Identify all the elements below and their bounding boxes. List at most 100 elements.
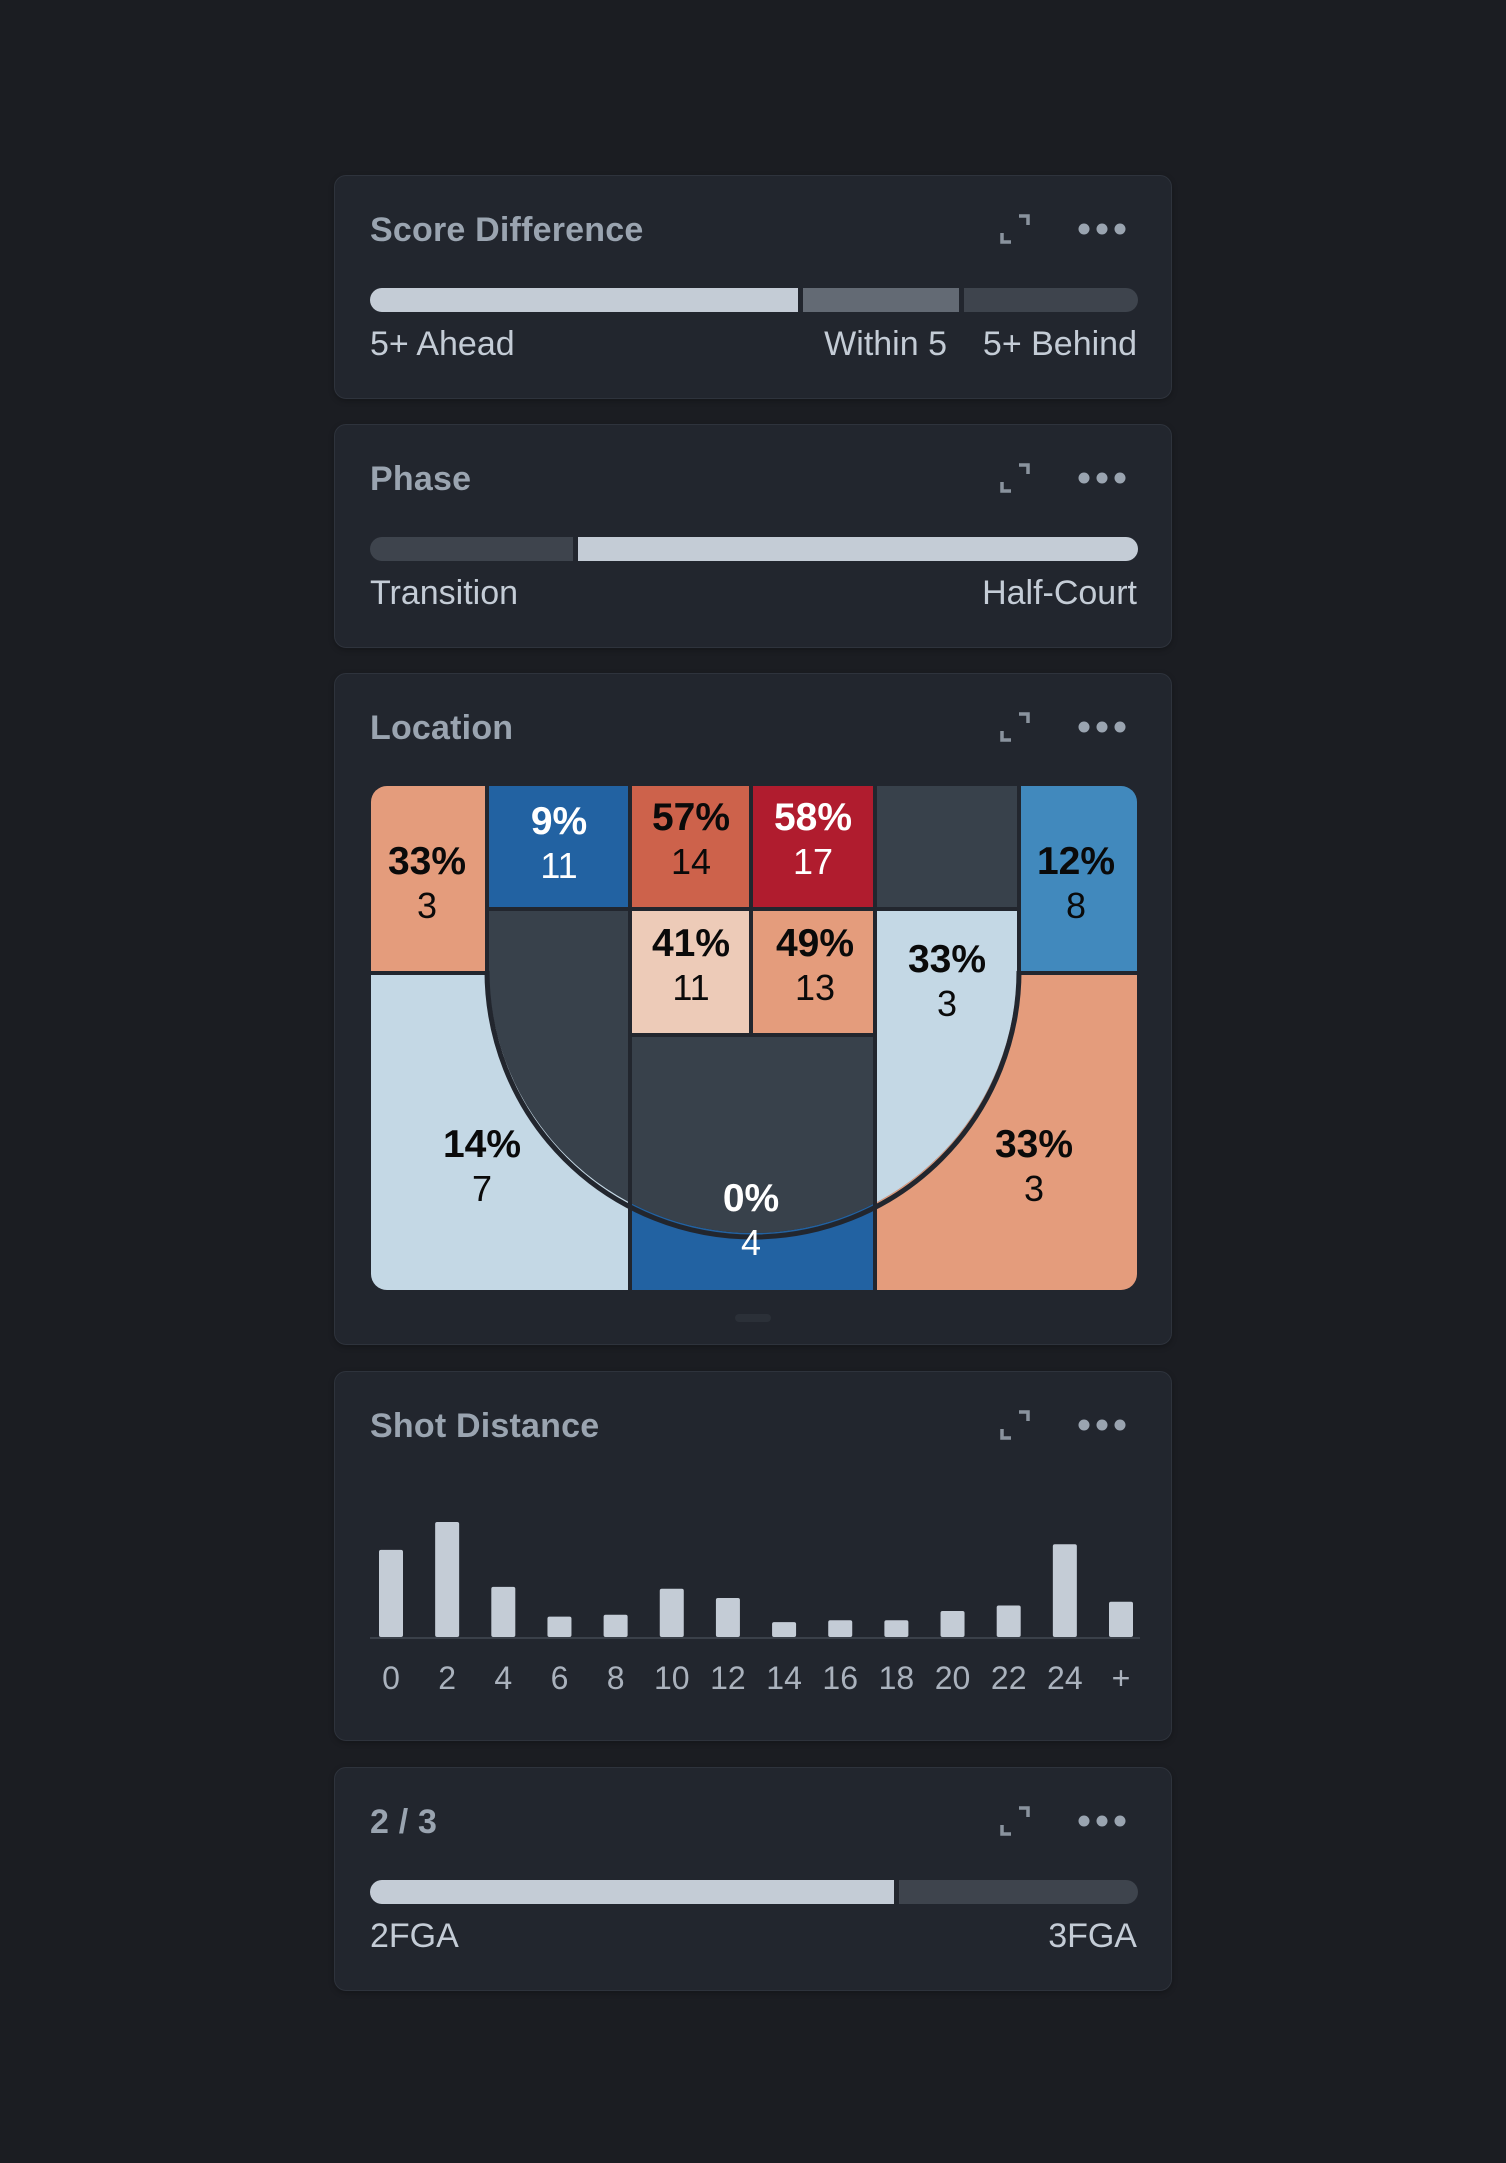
more-options-icon[interactable] [1075,1408,1129,1442]
panel-title: Phase [370,460,472,498]
zone-corner-left-three-n: 3 [417,885,437,926]
zone-paint-right-pct: 49% [776,922,854,965]
distance-bar-14[interactable] [772,1622,797,1637]
expand-icon[interactable] [998,1408,1032,1442]
label-half-court: Half-Court [982,574,1137,612]
zone-top-of-key-three-n: 4 [741,1222,761,1263]
x-tick-label: 20 [935,1660,971,1696]
zone-corner-right-three-pct: 12% [1037,840,1115,883]
panel-title: 2 / 3 [370,1803,438,1841]
distance-bar-18[interactable] [884,1620,909,1637]
zone-paint-left[interactable] [632,911,749,1033]
expand-icon[interactable] [998,710,1032,744]
x-tick-label: 22 [991,1660,1027,1696]
x-tick-label: 16 [822,1660,858,1696]
distance-bar-24[interactable] [1052,1544,1077,1637]
zone-wing-right-three-pct: 33% [995,1123,1073,1166]
two-three-bar[interactable] [370,1880,1138,1904]
more-options-icon[interactable] [1075,461,1129,495]
zone-top-left-short-n: 11 [540,845,577,886]
zone-wing-left-three-pct: 14% [443,1123,521,1166]
label-5-ahead: 5+ Ahead [370,325,515,363]
zone-top-left-short-pct: 9% [531,800,587,843]
expand-icon[interactable] [998,212,1032,246]
distance-bar-8[interactable] [603,1614,628,1637]
zone-wing-left-three-n: 7 [472,1168,492,1209]
bar-segment-within[interactable] [803,288,959,312]
label-transition: Transition [370,574,519,612]
zone-corner-right-three-n: 8 [1066,885,1086,926]
zone-paint-left-n: 11 [672,967,709,1008]
zone-paint-left-pct: 41% [652,922,730,965]
zone-elbow-right-n: 3 [937,983,957,1024]
distance-bar-6[interactable] [547,1616,572,1637]
label-3fga: 3FGA [1048,1917,1137,1955]
zone-restricted-empty[interactable] [632,1037,873,1290]
zone-corner-right-three[interactable] [1021,786,1137,971]
x-tick-label: 2 [438,1660,456,1696]
panel-title: Location [370,709,514,747]
panel-title: Score Difference [370,211,644,249]
bar-segment-ahead[interactable] [370,288,798,312]
zone-elbow-right-pct: 33% [908,938,986,981]
panel-title: Shot Distance [370,1407,600,1445]
phase-bar[interactable] [370,537,1138,561]
x-tick-label: 0 [382,1660,400,1696]
x-tick-label: 18 [879,1660,915,1696]
shot-distance-panel: Shot Distance 0 2 4 6 8 10 12 14 16 18 20 22 24 + [334,1371,1172,1741]
bar-segment-behind[interactable] [964,288,1138,312]
zone-paint-right-n: 13 [795,967,835,1008]
zone-labels: 33% 3 9% 11 57% 14 58% 17 12% 8 41% 11 4… [388,796,1115,1263]
distance-bar-0[interactable] [379,1549,403,1637]
zone-top-center-right-pct: 58% [774,796,852,839]
x-tick-label: + [1112,1660,1131,1696]
more-options-icon[interactable] [1075,1804,1129,1838]
two-three-panel: 2 / 3 2FGA 3FGA [334,1767,1172,1991]
zone-top-center-right[interactable] [753,786,873,907]
bar-segment-half-court[interactable] [578,537,1138,561]
distance-bar-+[interactable] [1109,1601,1133,1637]
phase-panel: Phase Transition Half-Court [334,424,1172,648]
distance-bar-22[interactable] [996,1605,1021,1637]
resize-handle[interactable] [735,1314,771,1322]
location-panel: Location [334,673,1172,1345]
label-within-5: Within 5 [824,325,947,363]
bar-segment-3fga[interactable] [899,1880,1138,1904]
zone-top-center-left-n: 14 [671,841,711,882]
zone-top-right-short[interactable] [877,786,1017,907]
label-2fga: 2FGA [370,1917,459,1955]
three-point-arc [484,970,1022,1240]
zone-top-of-key-three-pct: 0% [723,1177,779,1220]
zone-top-center-right-n: 17 [793,841,833,882]
expand-icon[interactable] [998,1804,1032,1838]
distance-bar-16[interactable] [828,1620,853,1637]
score-difference-bar[interactable] [370,288,1138,312]
zone-top-left-short[interactable] [489,786,628,907]
x-tick-label: 24 [1047,1660,1083,1696]
more-options-icon[interactable] [1075,212,1129,246]
distance-bar-12[interactable] [715,1598,740,1637]
expand-icon[interactable] [998,461,1032,495]
zone-corner-left-three-pct: 33% [388,840,466,883]
bar-segment-transition[interactable] [370,537,573,561]
shot-location-court: 33% 3 9% 11 57% 14 58% 17 12% 8 41% 11 4… [371,786,1137,1290]
score-difference-panel: Score Difference 5+ Ahead Within 5 5+ Be… [334,175,1172,399]
shot-distance-chart: 0 2 4 6 8 10 12 14 16 18 20 22 24 + [370,1522,1140,1696]
label-5-behind: 5+ Behind [982,325,1137,363]
zone-top-center-left[interactable] [632,786,749,907]
x-tick-label: 12 [710,1660,746,1696]
x-tick-label: 8 [607,1660,625,1696]
zone-paint-right[interactable] [753,911,873,1033]
distance-bar-4[interactable] [491,1586,516,1637]
distance-bar-10[interactable] [659,1588,684,1637]
zone-wing-right-three-n: 3 [1024,1168,1044,1209]
zone-top-center-left-pct: 57% [652,796,730,839]
zone-corner-left-three[interactable] [371,786,485,971]
distance-bar-2[interactable] [435,1522,460,1637]
x-tick-label: 10 [654,1660,690,1696]
bar-segment-2fga[interactable] [370,1880,894,1904]
x-tick-label: 14 [766,1660,802,1696]
more-options-icon[interactable] [1075,710,1129,744]
distance-bar-20[interactable] [940,1611,965,1637]
x-tick-label: 6 [551,1660,569,1696]
